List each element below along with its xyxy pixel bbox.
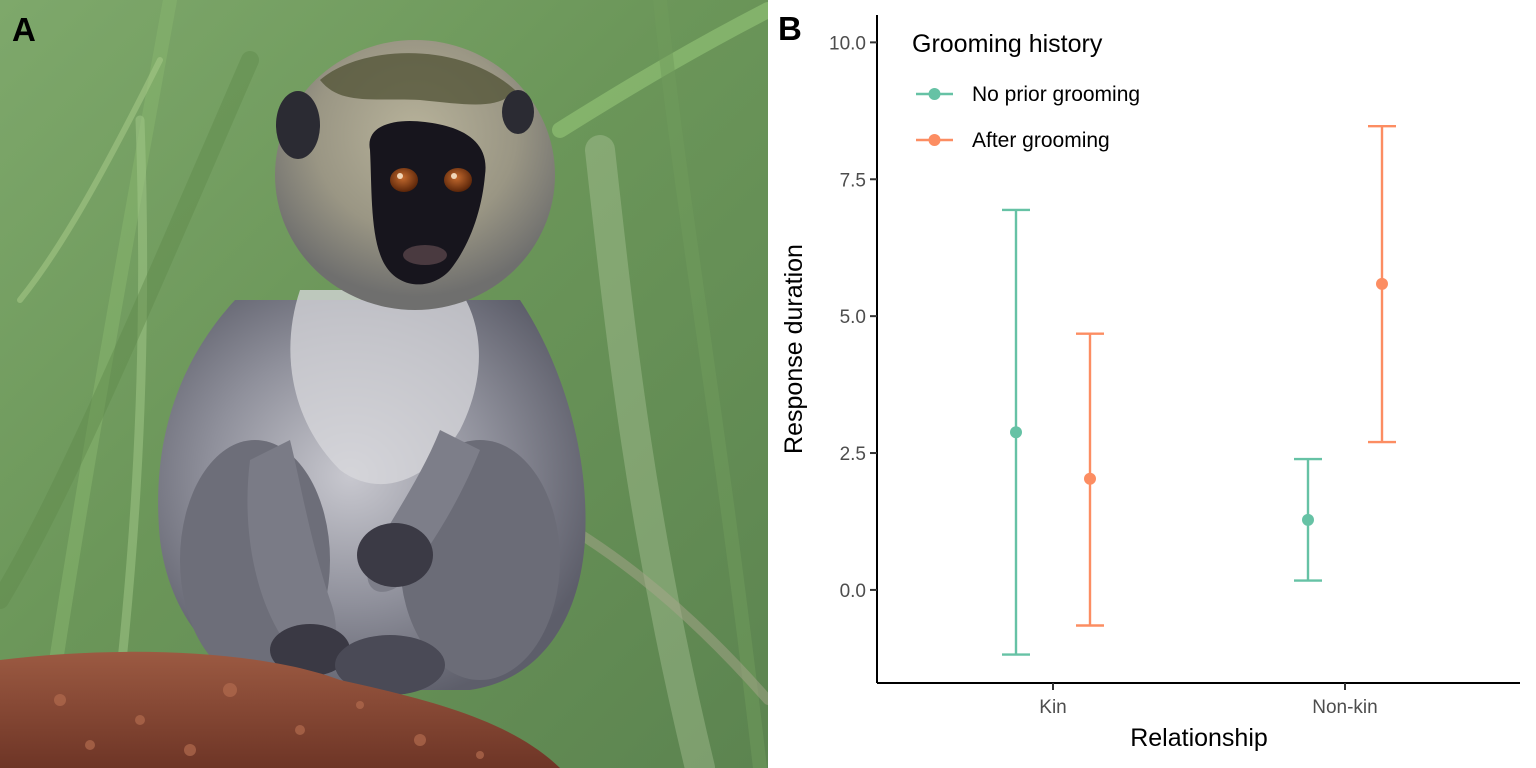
x-axis-ticks: Kin Non-kin — [1039, 683, 1378, 718]
legend-label: After grooming — [972, 129, 1110, 152]
x-axis-title: Relationship — [1130, 724, 1268, 752]
panel-label-b: B — [778, 10, 802, 47]
y-tick-label: 5.0 — [840, 307, 866, 328]
x-tick-label: Non-kin — [1312, 697, 1377, 718]
data-point — [1084, 472, 1096, 485]
data-point — [1302, 513, 1314, 526]
y-tick-label: 7.5 — [840, 170, 866, 191]
legend-label: No prior grooming — [972, 83, 1140, 106]
legend-swatch-point — [928, 88, 941, 100]
legend-item: No prior grooming — [916, 83, 1140, 106]
panel-label-a: A — [12, 11, 36, 48]
data-point — [1010, 426, 1022, 439]
y-tick-label: 10.0 — [829, 33, 866, 54]
series-2 — [1076, 124, 1396, 627]
vervet-monkey-icon — [0, 0, 768, 768]
legend: Grooming history No prior grooming After … — [912, 30, 1140, 152]
x-tick-label: Kin — [1039, 697, 1066, 718]
monkey-photo-panel: A — [0, 0, 768, 768]
legend-title: Grooming history — [912, 30, 1103, 58]
y-axis-ticks: 0.0 2.5 5.0 7.5 10.0 — [829, 33, 877, 602]
y-axis-title: Response duration — [780, 244, 808, 454]
y-tick-label: 0.0 — [840, 581, 866, 602]
chart-panel: B 0.0 2.5 5.0 7.5 10.0 Kin Non-kin Relationsh… — [768, 0, 1536, 768]
plot-area — [1002, 124, 1396, 656]
chart: B 0.0 2.5 5.0 7.5 10.0 Kin Non-kin Relationsh… — [778, 10, 1520, 752]
y-tick-label: 2.5 — [840, 444, 866, 465]
series-1 — [1002, 208, 1322, 656]
legend-swatch-point — [928, 134, 941, 146]
data-point — [1376, 277, 1388, 290]
legend-item: After grooming — [916, 129, 1110, 152]
